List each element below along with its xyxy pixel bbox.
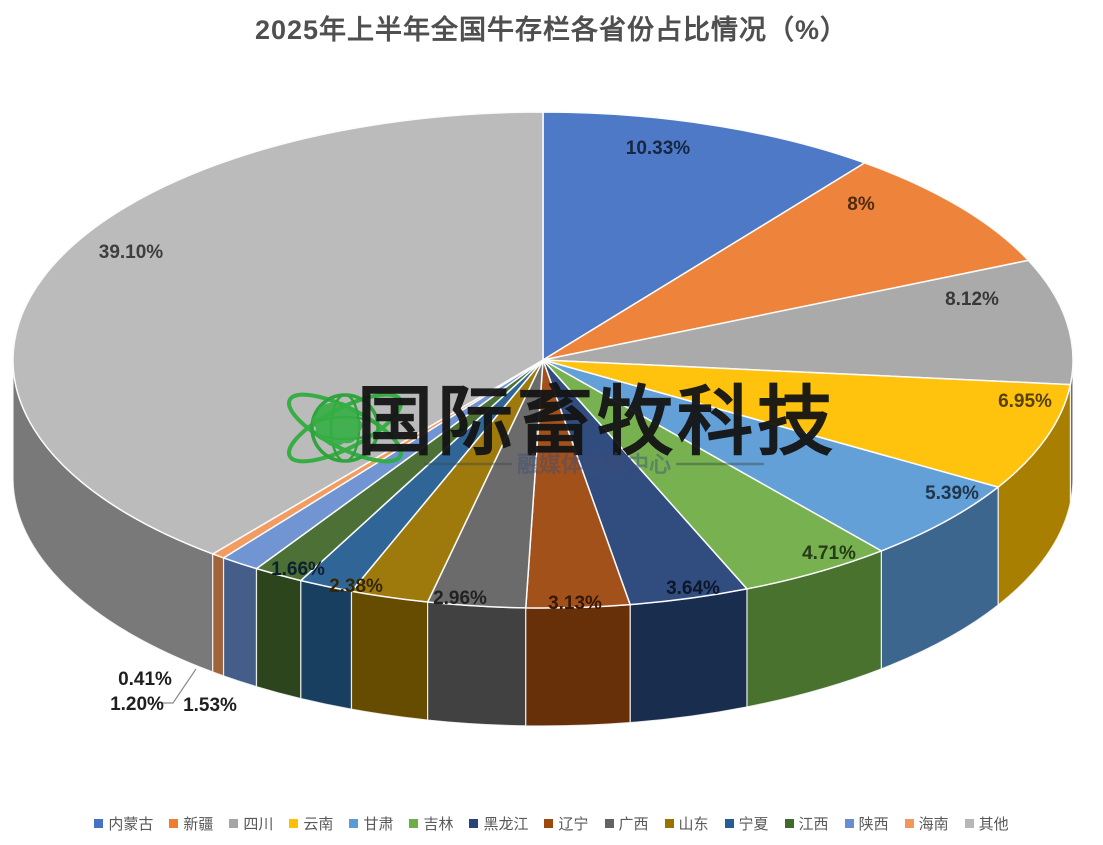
data-label: 2.38% <box>329 576 383 597</box>
pie-slice[interactable] <box>542 359 999 552</box>
legend-swatch <box>844 819 854 828</box>
legend-label: 江西 <box>798 816 829 833</box>
legend-label: 其他 <box>978 816 1009 833</box>
legend-item[interactable]: 陕西 <box>844 813 889 834</box>
data-label: 1.66% <box>271 559 325 580</box>
pie-slice[interactable] <box>542 259 1074 386</box>
legend-label: 甘肃 <box>363 816 394 833</box>
legend-swatch <box>94 819 104 828</box>
data-label: 1.20% <box>110 694 164 715</box>
legend-item[interactable]: 广西 <box>604 813 649 834</box>
legend-swatch <box>409 819 419 828</box>
legend-swatch <box>469 819 479 828</box>
data-label: 8.12% <box>945 289 999 310</box>
legend-label: 黑龙江 <box>483 816 529 833</box>
legend-item[interactable]: 吉林 <box>409 813 453 834</box>
pie-slice[interactable] <box>12 111 544 555</box>
pie-side-walls <box>12 359 1074 727</box>
legend-item[interactable]: 四川 <box>229 813 273 834</box>
legend-swatch <box>544 819 554 828</box>
legend-item[interactable]: 宁夏 <box>724 813 769 834</box>
pie-slice-wall <box>629 588 748 724</box>
legend-label: 山东 <box>678 816 709 833</box>
legend-item[interactable]: 海南 <box>904 813 949 834</box>
pie-slice-wall <box>222 557 258 688</box>
legend-swatch <box>964 819 974 828</box>
legend-swatch <box>289 819 299 828</box>
pie-top-faces <box>12 111 1074 609</box>
legend-item[interactable]: 内蒙古 <box>94 813 153 834</box>
pie-slice-wall <box>350 590 429 721</box>
data-label: 5.39% <box>925 483 979 504</box>
legend-label: 宁夏 <box>738 816 769 833</box>
data-label: 4.71% <box>802 543 856 564</box>
legend-label: 海南 <box>918 816 949 833</box>
pie-slice-wall <box>525 604 631 727</box>
legend-swatch <box>664 819 674 828</box>
pie-slice-wall <box>300 580 353 710</box>
pie-annotations: 10.33% 8% 8.12% 6.95% 5.39% 4.71% 3.64% 3.13% 2.… <box>99 138 1052 716</box>
data-label: 6.95% <box>998 391 1052 412</box>
legend-label: 云南 <box>303 816 334 833</box>
data-label: 0.41% <box>118 669 172 690</box>
data-label: 10.33% <box>626 138 691 159</box>
pie-slice[interactable] <box>542 359 1072 488</box>
legend-label: 陕西 <box>858 816 889 833</box>
legend-swatch <box>169 819 179 828</box>
legend-item[interactable]: 黑龙江 <box>469 813 528 834</box>
pie-slice[interactable] <box>542 111 866 361</box>
legend-item[interactable]: 云南 <box>289 813 333 834</box>
legend-item[interactable]: 其他 <box>964 813 1009 834</box>
legend-swatch <box>724 819 734 828</box>
legend-item[interactable]: 山东 <box>664 813 709 834</box>
legend-label: 内蒙古 <box>108 816 154 833</box>
pie-slice-wall <box>212 553 225 677</box>
legend-label: 四川 <box>243 816 274 833</box>
legend: 内蒙古 新疆 四川 云南 甘肃 吉林 黑龙江 辽宁 广西 山东 宁夏 江西 陕西 海南 其他 <box>0 813 1103 834</box>
data-label: 1.53% <box>183 695 237 716</box>
label-leader-line <box>162 668 197 704</box>
legend-item[interactable]: 江西 <box>784 813 829 834</box>
data-label: 3.13% <box>548 593 602 614</box>
legend-item[interactable]: 甘肃 <box>349 813 393 834</box>
data-label: 2.96% <box>433 588 487 609</box>
data-label: 3.64% <box>666 578 720 599</box>
legend-label: 吉林 <box>423 816 454 833</box>
pie-slice-wall <box>255 568 302 700</box>
legend-swatch <box>784 819 794 828</box>
data-label: 39.10% <box>99 242 164 263</box>
legend-label: 辽宁 <box>558 816 589 833</box>
legend-swatch <box>604 819 614 828</box>
legend-swatch <box>229 819 239 828</box>
legend-label: 广西 <box>618 816 649 833</box>
legend-swatch <box>349 819 359 828</box>
data-label: 8% <box>847 194 875 215</box>
legend-item[interactable]: 新疆 <box>169 813 213 834</box>
legend-item[interactable]: 辽宁 <box>544 813 589 834</box>
chart-title: 2025年上半年全国牛存栏各省份占比情况（%） <box>254 15 849 45</box>
pie-slice[interactable] <box>542 359 883 590</box>
legend-label: 新疆 <box>183 816 214 833</box>
pie-slice[interactable] <box>542 162 1030 361</box>
legend-swatch <box>904 819 914 828</box>
pie-slice-wall <box>427 601 527 727</box>
